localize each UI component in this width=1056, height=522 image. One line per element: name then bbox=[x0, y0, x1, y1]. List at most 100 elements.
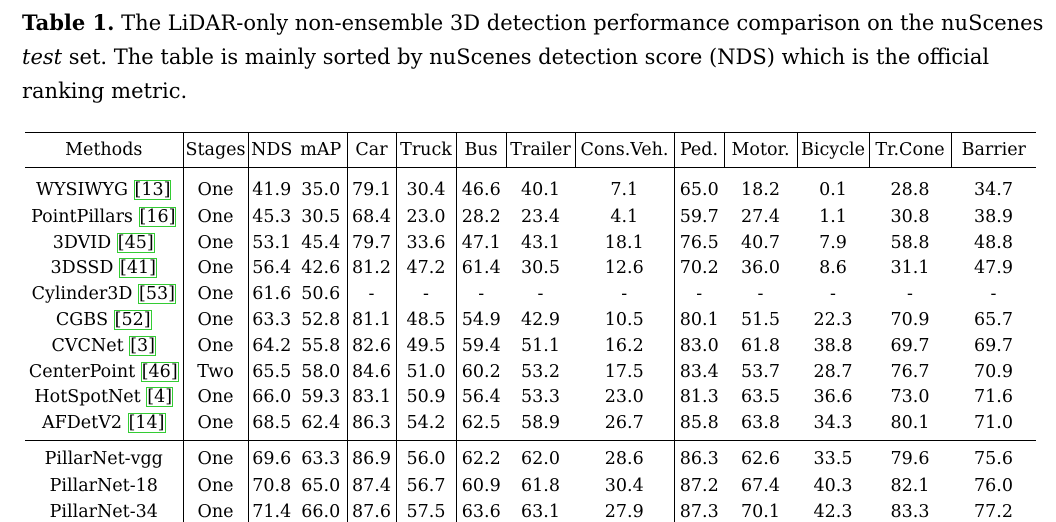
cell-stages: One bbox=[182, 167, 248, 204]
citation-link[interactable]: [45] bbox=[116, 232, 155, 253]
cell-stages: One bbox=[182, 229, 248, 256]
cell-stages: One bbox=[182, 440, 248, 474]
method-cell: HotSpotNet [4] bbox=[25, 385, 183, 411]
cell-bus: 54.9 bbox=[455, 307, 506, 333]
cell-car: 84.6 bbox=[346, 358, 396, 385]
citation-link[interactable]: [16] bbox=[138, 206, 177, 227]
cell-stages: One bbox=[182, 384, 248, 411]
cell-truck: 30.4 bbox=[395, 167, 456, 204]
cell-nds: 45.3 bbox=[247, 204, 295, 230]
table-row: HotSpotNet [4] One 66.0 59.3 83.1 50.9 56.4 53.… bbox=[25, 384, 1036, 411]
caption-text-part-1: The LiDAR-only non-ensemble 3D detection… bbox=[114, 11, 1044, 35]
method-name: CenterPoint bbox=[28, 361, 136, 382]
cell-nds: 70.8 bbox=[247, 473, 295, 499]
citation-link[interactable]: [4] bbox=[146, 387, 174, 408]
cell-tr-cone: 58.8 bbox=[890, 232, 930, 253]
cell-motor: 67.4 bbox=[741, 476, 780, 497]
cell-map: 63.3 bbox=[301, 449, 341, 470]
header-motor: Motor. bbox=[723, 132, 797, 168]
cell-ped: - bbox=[673, 281, 724, 308]
cell-map: 55.8 bbox=[301, 335, 341, 356]
method-name: HotSpotNet bbox=[34, 387, 141, 408]
citation-link[interactable]: [52] bbox=[113, 310, 152, 331]
cell-nds: 63.3 bbox=[247, 307, 295, 333]
cell-truck: 51.0 bbox=[395, 358, 456, 385]
table-row: PointPillars [16] One 45.3 30.5 68.4 23.0 28.2… bbox=[25, 204, 1036, 230]
ours-rows: PillarNet-vgg One 69.6 63.3 86.9 56.0 62.2 62.0… bbox=[25, 440, 1036, 522]
cell-tr-cone: 70.9 bbox=[890, 310, 930, 331]
cell-nds: 53.1 bbox=[247, 229, 295, 256]
table-row: Cylinder3D [53] One 61.6 50.6- - - - - - - - - - bbox=[25, 281, 1036, 308]
table-row: CenterPoint [46] Two 65.5 58.0 84.6 51.0 60.2 5… bbox=[25, 358, 1036, 385]
cell-map: 52.8 bbox=[301, 310, 341, 331]
cell-truck: 57.5 bbox=[395, 498, 456, 522]
cell-stages: One bbox=[182, 498, 248, 522]
cell-ped: 76.5 bbox=[673, 229, 724, 256]
cell-nds: 61.6 bbox=[247, 281, 295, 308]
cell-trailer: 43.1 bbox=[521, 232, 560, 253]
cell-trailer: 58.9 bbox=[521, 413, 560, 434]
method-cell: WYSIWYG [13] bbox=[25, 168, 183, 205]
cell-stages: One bbox=[182, 281, 248, 308]
cell-truck: - bbox=[395, 281, 456, 308]
method-name: PillarNet-34 bbox=[49, 501, 158, 522]
cell-nds: 41.9 bbox=[247, 167, 295, 204]
method-cell: 3DSSD [41] bbox=[25, 256, 183, 282]
cell-bicycle: 36.6 bbox=[813, 387, 853, 408]
cell-barrier: 71.6 bbox=[974, 387, 1013, 408]
cell-cons-veh: 17.5 bbox=[604, 361, 644, 382]
cell-cons-veh: 23.0 bbox=[604, 387, 644, 408]
cell-barrier: 70.9 bbox=[974, 361, 1013, 382]
citation-link[interactable]: [53] bbox=[137, 284, 176, 305]
cell-map: 42.6 bbox=[301, 258, 341, 279]
cell-truck: 56.0 bbox=[395, 440, 456, 474]
cell-barrier: - bbox=[990, 284, 997, 305]
table-row: 3DSSD [41] One 56.4 42.6 81.2 47.2 61.4 30.5 12.… bbox=[25, 255, 1036, 282]
cell-ped: 85.8 bbox=[673, 410, 724, 441]
citation-link[interactable]: [46] bbox=[140, 361, 179, 382]
cell-trailer: 23.4 bbox=[521, 206, 560, 227]
cell-map: 62.4 bbox=[301, 413, 341, 434]
cell-map: 45.4 bbox=[301, 232, 341, 253]
citation-link[interactable]: [3] bbox=[129, 335, 156, 356]
cell-map: 35.0 bbox=[301, 180, 341, 200]
cell-truck: 50.9 bbox=[395, 384, 456, 411]
cell-car: 81.2 bbox=[346, 255, 396, 282]
cell-trailer: 51.1 bbox=[521, 335, 560, 356]
cell-ped: 81.3 bbox=[673, 384, 724, 411]
cell-trailer: 53.3 bbox=[521, 387, 560, 408]
cell-motor: - bbox=[757, 284, 764, 305]
citation-link[interactable]: [14] bbox=[127, 413, 166, 434]
cell-trailer: 42.9 bbox=[521, 310, 560, 331]
table-row: PillarNet-vgg One 69.6 63.3 86.9 56.0 62.2 62.0… bbox=[25, 440, 1036, 474]
cell-tr-cone: 28.8 bbox=[890, 180, 930, 200]
cell-trailer: 30.5 bbox=[521, 258, 560, 279]
cell-trailer: 40.1 bbox=[521, 180, 560, 200]
cell-motor: 61.8 bbox=[741, 335, 780, 356]
citation-link[interactable]: [13] bbox=[133, 180, 172, 200]
citation-number: 52 bbox=[121, 310, 144, 331]
cell-bicycle: 28.7 bbox=[813, 361, 853, 382]
cell-stages: One bbox=[182, 473, 248, 499]
cell-bus: 62.5 bbox=[455, 410, 506, 441]
cell-motor: 63.5 bbox=[741, 387, 780, 408]
citation-link[interactable]: [41] bbox=[119, 258, 157, 279]
method-name: PointPillars bbox=[31, 206, 133, 227]
method-name: 3DSSD bbox=[50, 258, 114, 279]
cell-car: - bbox=[346, 281, 396, 308]
cell-barrier: 76.0 bbox=[974, 476, 1013, 497]
cell-cons-veh: 12.6 bbox=[604, 258, 644, 279]
cell-bus: 47.1 bbox=[455, 229, 506, 256]
cell-nds: 71.4 bbox=[247, 498, 295, 522]
cell-ped: 70.2 bbox=[673, 255, 724, 282]
cell-bicycle: 1.1 bbox=[819, 206, 847, 227]
header-bus: Bus bbox=[455, 132, 506, 168]
cell-nds: 69.6 bbox=[247, 440, 295, 474]
cell-map: 59.3 bbox=[301, 387, 341, 408]
cell-nds: 64.2 bbox=[247, 332, 295, 359]
cell-truck: 56.7 bbox=[395, 473, 456, 499]
cell-nds: 65.5 bbox=[247, 358, 295, 385]
cell-cons-veh: 27.9 bbox=[604, 501, 644, 522]
cell-bus: - bbox=[455, 281, 506, 308]
